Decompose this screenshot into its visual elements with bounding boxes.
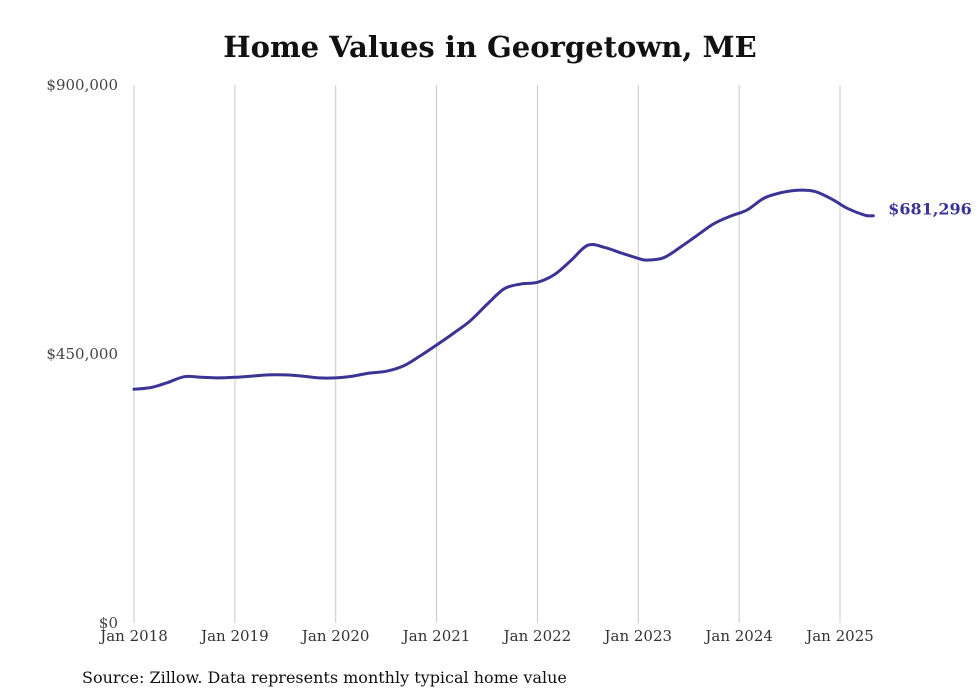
x-tick-label: Jan 2018 xyxy=(98,627,168,645)
y-axis-ticks: $0 $450,000 $900,000 xyxy=(46,76,118,632)
series-line xyxy=(132,188,875,391)
x-tick-label: Jan 2024 xyxy=(703,627,773,645)
grid-lines xyxy=(133,85,841,623)
source-note: Source: Zillow. Data represents monthly … xyxy=(82,668,567,687)
end-value-label: $681,296 xyxy=(888,200,972,219)
y-tick-label: $450,000 xyxy=(46,345,118,363)
x-tick-label: Jan 2020 xyxy=(300,627,370,645)
x-tick-label: Jan 2019 xyxy=(199,627,269,645)
x-tick-label: Jan 2025 xyxy=(804,627,874,645)
series-layer: $681,296 xyxy=(132,188,972,391)
x-tick-label: Jan 2023 xyxy=(603,627,673,645)
x-axis-ticks: Jan 2018 Jan 2019 Jan 2020 Jan 2021 Jan 2022… xyxy=(98,627,874,645)
y-tick-label: $0 xyxy=(99,614,118,632)
chart-title: Home Values in Georgetown, ME xyxy=(223,30,757,64)
x-tick-label: Jan 2021 xyxy=(401,627,471,645)
x-tick-label: Jan 2022 xyxy=(502,627,572,645)
y-tick-label: $900,000 xyxy=(46,76,118,94)
